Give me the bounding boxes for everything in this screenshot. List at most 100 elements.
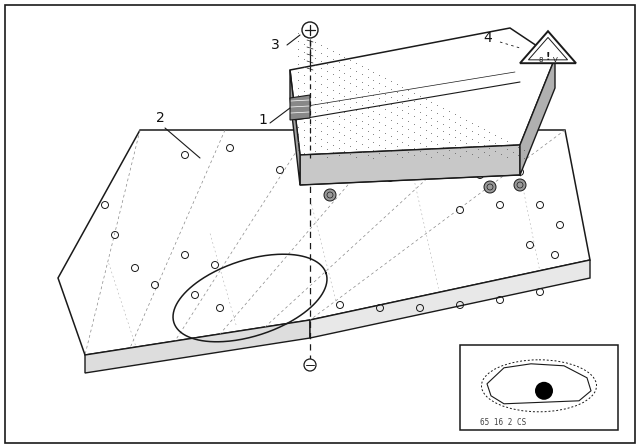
Point — [362, 104, 372, 112]
Point — [415, 108, 425, 115]
Point — [345, 134, 355, 142]
Point — [386, 78, 396, 85]
Point — [328, 71, 338, 78]
Point — [368, 108, 378, 115]
Point — [333, 74, 344, 81]
Point — [415, 92, 425, 99]
Point — [356, 125, 367, 132]
Point — [392, 104, 402, 111]
Point — [316, 81, 326, 88]
Polygon shape — [58, 130, 590, 355]
Point — [386, 93, 396, 100]
Point — [368, 76, 378, 83]
Polygon shape — [310, 260, 590, 338]
Point — [397, 99, 408, 106]
Point — [490, 131, 500, 138]
Point — [455, 137, 465, 144]
Point — [328, 110, 338, 117]
Point — [513, 151, 524, 159]
Point — [305, 145, 315, 152]
Point — [333, 51, 344, 58]
Point — [386, 124, 396, 131]
Point — [310, 69, 321, 77]
Point — [438, 104, 448, 112]
Point — [368, 92, 378, 99]
Point — [316, 88, 326, 95]
Circle shape — [302, 22, 318, 38]
Text: 3: 3 — [271, 38, 280, 52]
Point — [392, 135, 402, 142]
Text: V: V — [552, 57, 557, 63]
Point — [368, 154, 378, 161]
Point — [356, 94, 367, 101]
Point — [368, 99, 378, 107]
Point — [339, 53, 349, 60]
Point — [310, 78, 321, 85]
Point — [328, 94, 338, 101]
Point — [299, 134, 309, 141]
Point — [293, 84, 303, 91]
Point — [374, 150, 384, 157]
Point — [508, 140, 518, 147]
Circle shape — [304, 359, 316, 371]
Point — [345, 127, 355, 134]
Point — [432, 109, 442, 116]
Point — [305, 152, 315, 159]
Point — [403, 149, 413, 156]
Point — [305, 90, 315, 97]
Point — [333, 82, 344, 89]
Point — [345, 56, 355, 64]
Point — [322, 83, 332, 90]
Point — [403, 86, 413, 94]
Point — [415, 124, 425, 131]
Point — [362, 97, 372, 104]
Point — [333, 144, 344, 151]
Point — [305, 35, 315, 43]
Text: !: ! — [546, 52, 550, 62]
Point — [299, 71, 309, 78]
Point — [339, 100, 349, 108]
Point — [386, 148, 396, 155]
Point — [397, 146, 408, 153]
Point — [362, 89, 372, 96]
Point — [426, 145, 436, 152]
Point — [473, 146, 483, 153]
Point — [339, 69, 349, 76]
Point — [316, 112, 326, 119]
Point — [484, 152, 495, 159]
Point — [449, 126, 460, 133]
Point — [351, 122, 361, 129]
Point — [305, 82, 315, 90]
Point — [328, 141, 338, 148]
Point — [479, 125, 489, 133]
Point — [356, 148, 367, 155]
Point — [328, 118, 338, 125]
Point — [380, 74, 390, 82]
Point — [339, 147, 349, 154]
Point — [397, 138, 408, 145]
Point — [449, 142, 460, 149]
Point — [403, 110, 413, 117]
Point — [345, 103, 355, 110]
Point — [310, 124, 321, 131]
Point — [328, 125, 338, 133]
Point — [316, 65, 326, 72]
Point — [397, 107, 408, 114]
Bar — [460, 345, 618, 430]
Point — [293, 146, 303, 154]
Point — [484, 136, 495, 143]
Point — [333, 113, 344, 120]
Point — [403, 94, 413, 101]
Point — [293, 108, 303, 115]
Point — [409, 121, 419, 128]
Point — [484, 129, 495, 136]
Point — [392, 120, 402, 127]
Point — [351, 83, 361, 90]
Point — [467, 151, 477, 158]
Point — [316, 49, 326, 56]
Point — [368, 138, 378, 146]
Point — [339, 85, 349, 92]
Point — [386, 101, 396, 108]
Point — [362, 73, 372, 80]
Point — [461, 132, 471, 139]
